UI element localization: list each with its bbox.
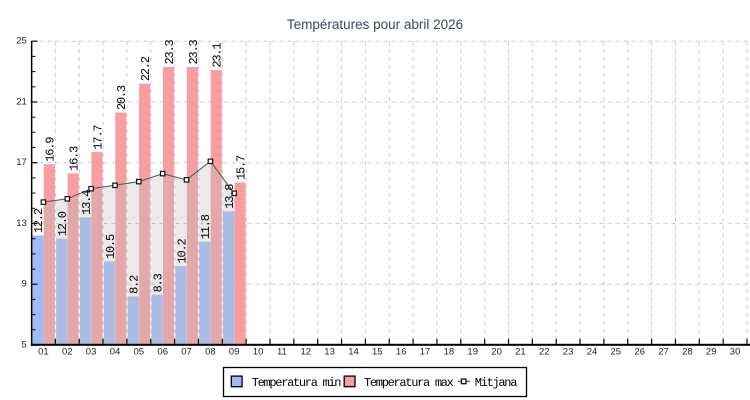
svg-text:10.5: 10.5 <box>104 234 118 259</box>
svg-text:27: 27 <box>658 347 669 358</box>
svg-text:24: 24 <box>587 347 598 358</box>
svg-text:21: 21 <box>16 96 27 107</box>
svg-text:07: 07 <box>181 347 192 358</box>
svg-text:Mitjana: Mitjana <box>475 376 517 390</box>
svg-text:06: 06 <box>157 347 168 358</box>
svg-text:20.3: 20.3 <box>115 85 129 110</box>
svg-text:08: 08 <box>205 347 216 358</box>
svg-text:01: 01 <box>38 347 49 358</box>
svg-text:12.2: 12.2 <box>32 208 46 233</box>
svg-text:04: 04 <box>110 347 121 358</box>
svg-text:29: 29 <box>706 347 717 358</box>
svg-text:28: 28 <box>682 347 693 358</box>
svg-text:02: 02 <box>62 347 73 358</box>
svg-text:16.3: 16.3 <box>68 146 82 171</box>
svg-text:11.8: 11.8 <box>199 214 213 239</box>
svg-text:17: 17 <box>16 157 27 168</box>
svg-text:15.7: 15.7 <box>235 155 249 180</box>
svg-text:13.4: 13.4 <box>80 190 94 215</box>
svg-text:14: 14 <box>348 347 359 358</box>
svg-text:16.9: 16.9 <box>44 137 58 162</box>
svg-text:8.3: 8.3 <box>152 273 166 292</box>
svg-text:25: 25 <box>16 36 27 47</box>
svg-text:23.1: 23.1 <box>211 43 225 68</box>
svg-text:26: 26 <box>634 347 645 358</box>
svg-text:25: 25 <box>611 347 622 358</box>
svg-text:Temperatura max: Temperatura max <box>364 376 454 390</box>
svg-text:23: 23 <box>563 347 574 358</box>
svg-text:30: 30 <box>730 347 741 358</box>
svg-text:13: 13 <box>16 218 27 229</box>
svg-text:03: 03 <box>86 347 97 358</box>
svg-text:17: 17 <box>420 347 431 358</box>
svg-text:Températures pour abril 2026: Températures pour abril 2026 <box>287 17 463 32</box>
svg-text:09: 09 <box>229 347 240 358</box>
svg-text:13: 13 <box>324 347 335 358</box>
svg-text:10: 10 <box>253 347 264 358</box>
svg-text:22: 22 <box>539 347 550 358</box>
svg-text:10.2: 10.2 <box>175 238 189 263</box>
svg-text:16: 16 <box>396 347 407 358</box>
svg-text:18: 18 <box>444 347 455 358</box>
svg-text:17.7: 17.7 <box>91 125 105 150</box>
svg-text:5: 5 <box>22 339 27 350</box>
svg-text:21: 21 <box>515 347 526 358</box>
svg-text:23.3: 23.3 <box>163 39 177 64</box>
svg-text:12: 12 <box>301 347 312 358</box>
svg-text:05: 05 <box>134 347 145 358</box>
svg-text:12.0: 12.0 <box>56 211 70 236</box>
svg-text:23.3: 23.3 <box>187 39 201 64</box>
svg-text:Temperatura min: Temperatura min <box>252 376 342 390</box>
svg-text:9: 9 <box>22 279 27 290</box>
svg-text:13.8: 13.8 <box>223 184 237 209</box>
svg-text:19: 19 <box>467 347 478 358</box>
svg-text:11: 11 <box>277 347 287 358</box>
svg-text:15: 15 <box>372 347 383 358</box>
svg-text:8.2: 8.2 <box>128 275 142 294</box>
svg-text:22.2: 22.2 <box>139 56 153 81</box>
svg-text:20: 20 <box>491 347 502 358</box>
